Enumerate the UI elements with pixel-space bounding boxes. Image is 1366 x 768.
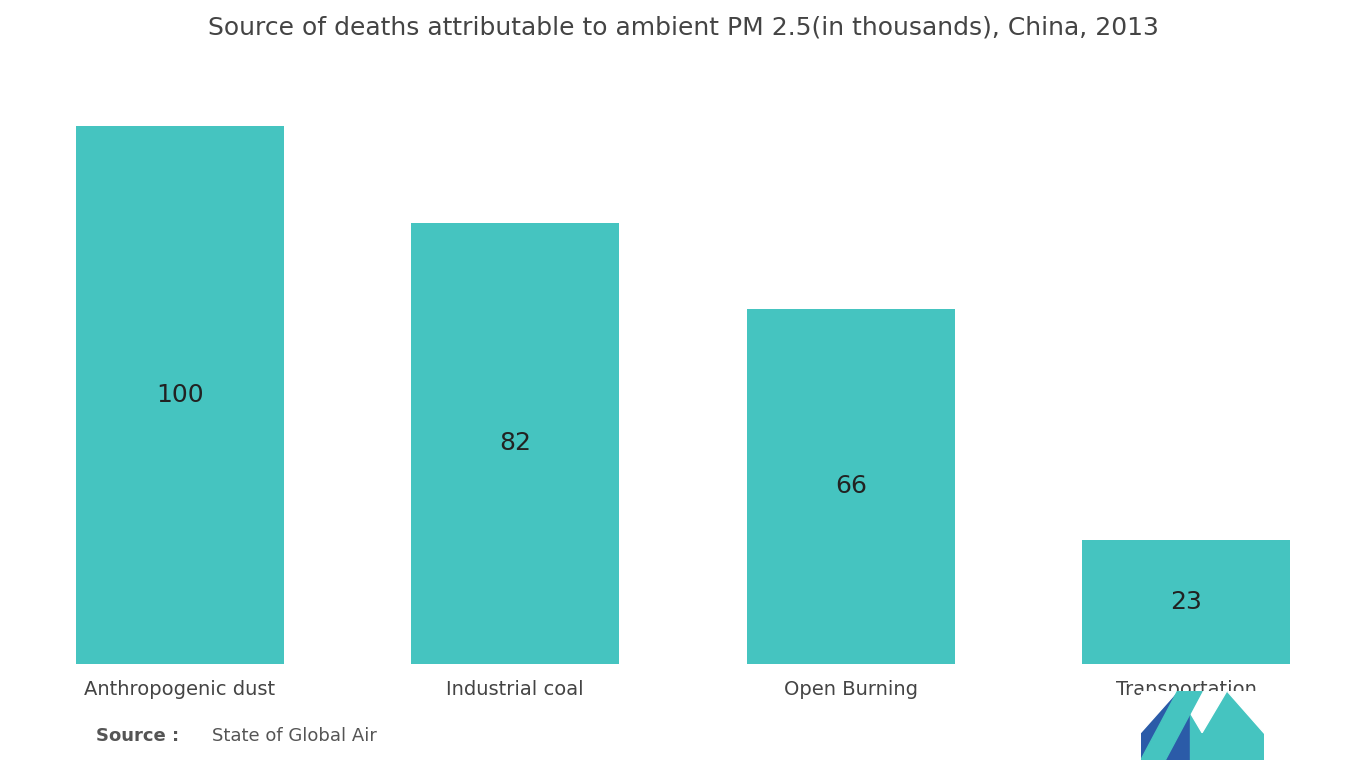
Polygon shape (1227, 691, 1264, 733)
Bar (747, 309, 955, 664)
Bar (411, 223, 619, 664)
Polygon shape (1190, 691, 1264, 760)
Polygon shape (1141, 691, 1214, 760)
Title: Source of deaths attributable to ambient PM 2.5(in thousands), China, 2013: Source of deaths attributable to ambient… (208, 15, 1158, 39)
Bar (1082, 540, 1291, 664)
Bar (75, 126, 284, 664)
Text: 66: 66 (835, 475, 867, 498)
Text: 23: 23 (1171, 590, 1202, 614)
Text: State of Global Air: State of Global Air (212, 727, 377, 745)
Polygon shape (1141, 691, 1202, 760)
Text: 82: 82 (499, 432, 531, 455)
Text: 100: 100 (156, 383, 204, 407)
Polygon shape (1141, 691, 1177, 733)
Polygon shape (1177, 691, 1227, 733)
Text: Source :: Source : (96, 727, 179, 745)
